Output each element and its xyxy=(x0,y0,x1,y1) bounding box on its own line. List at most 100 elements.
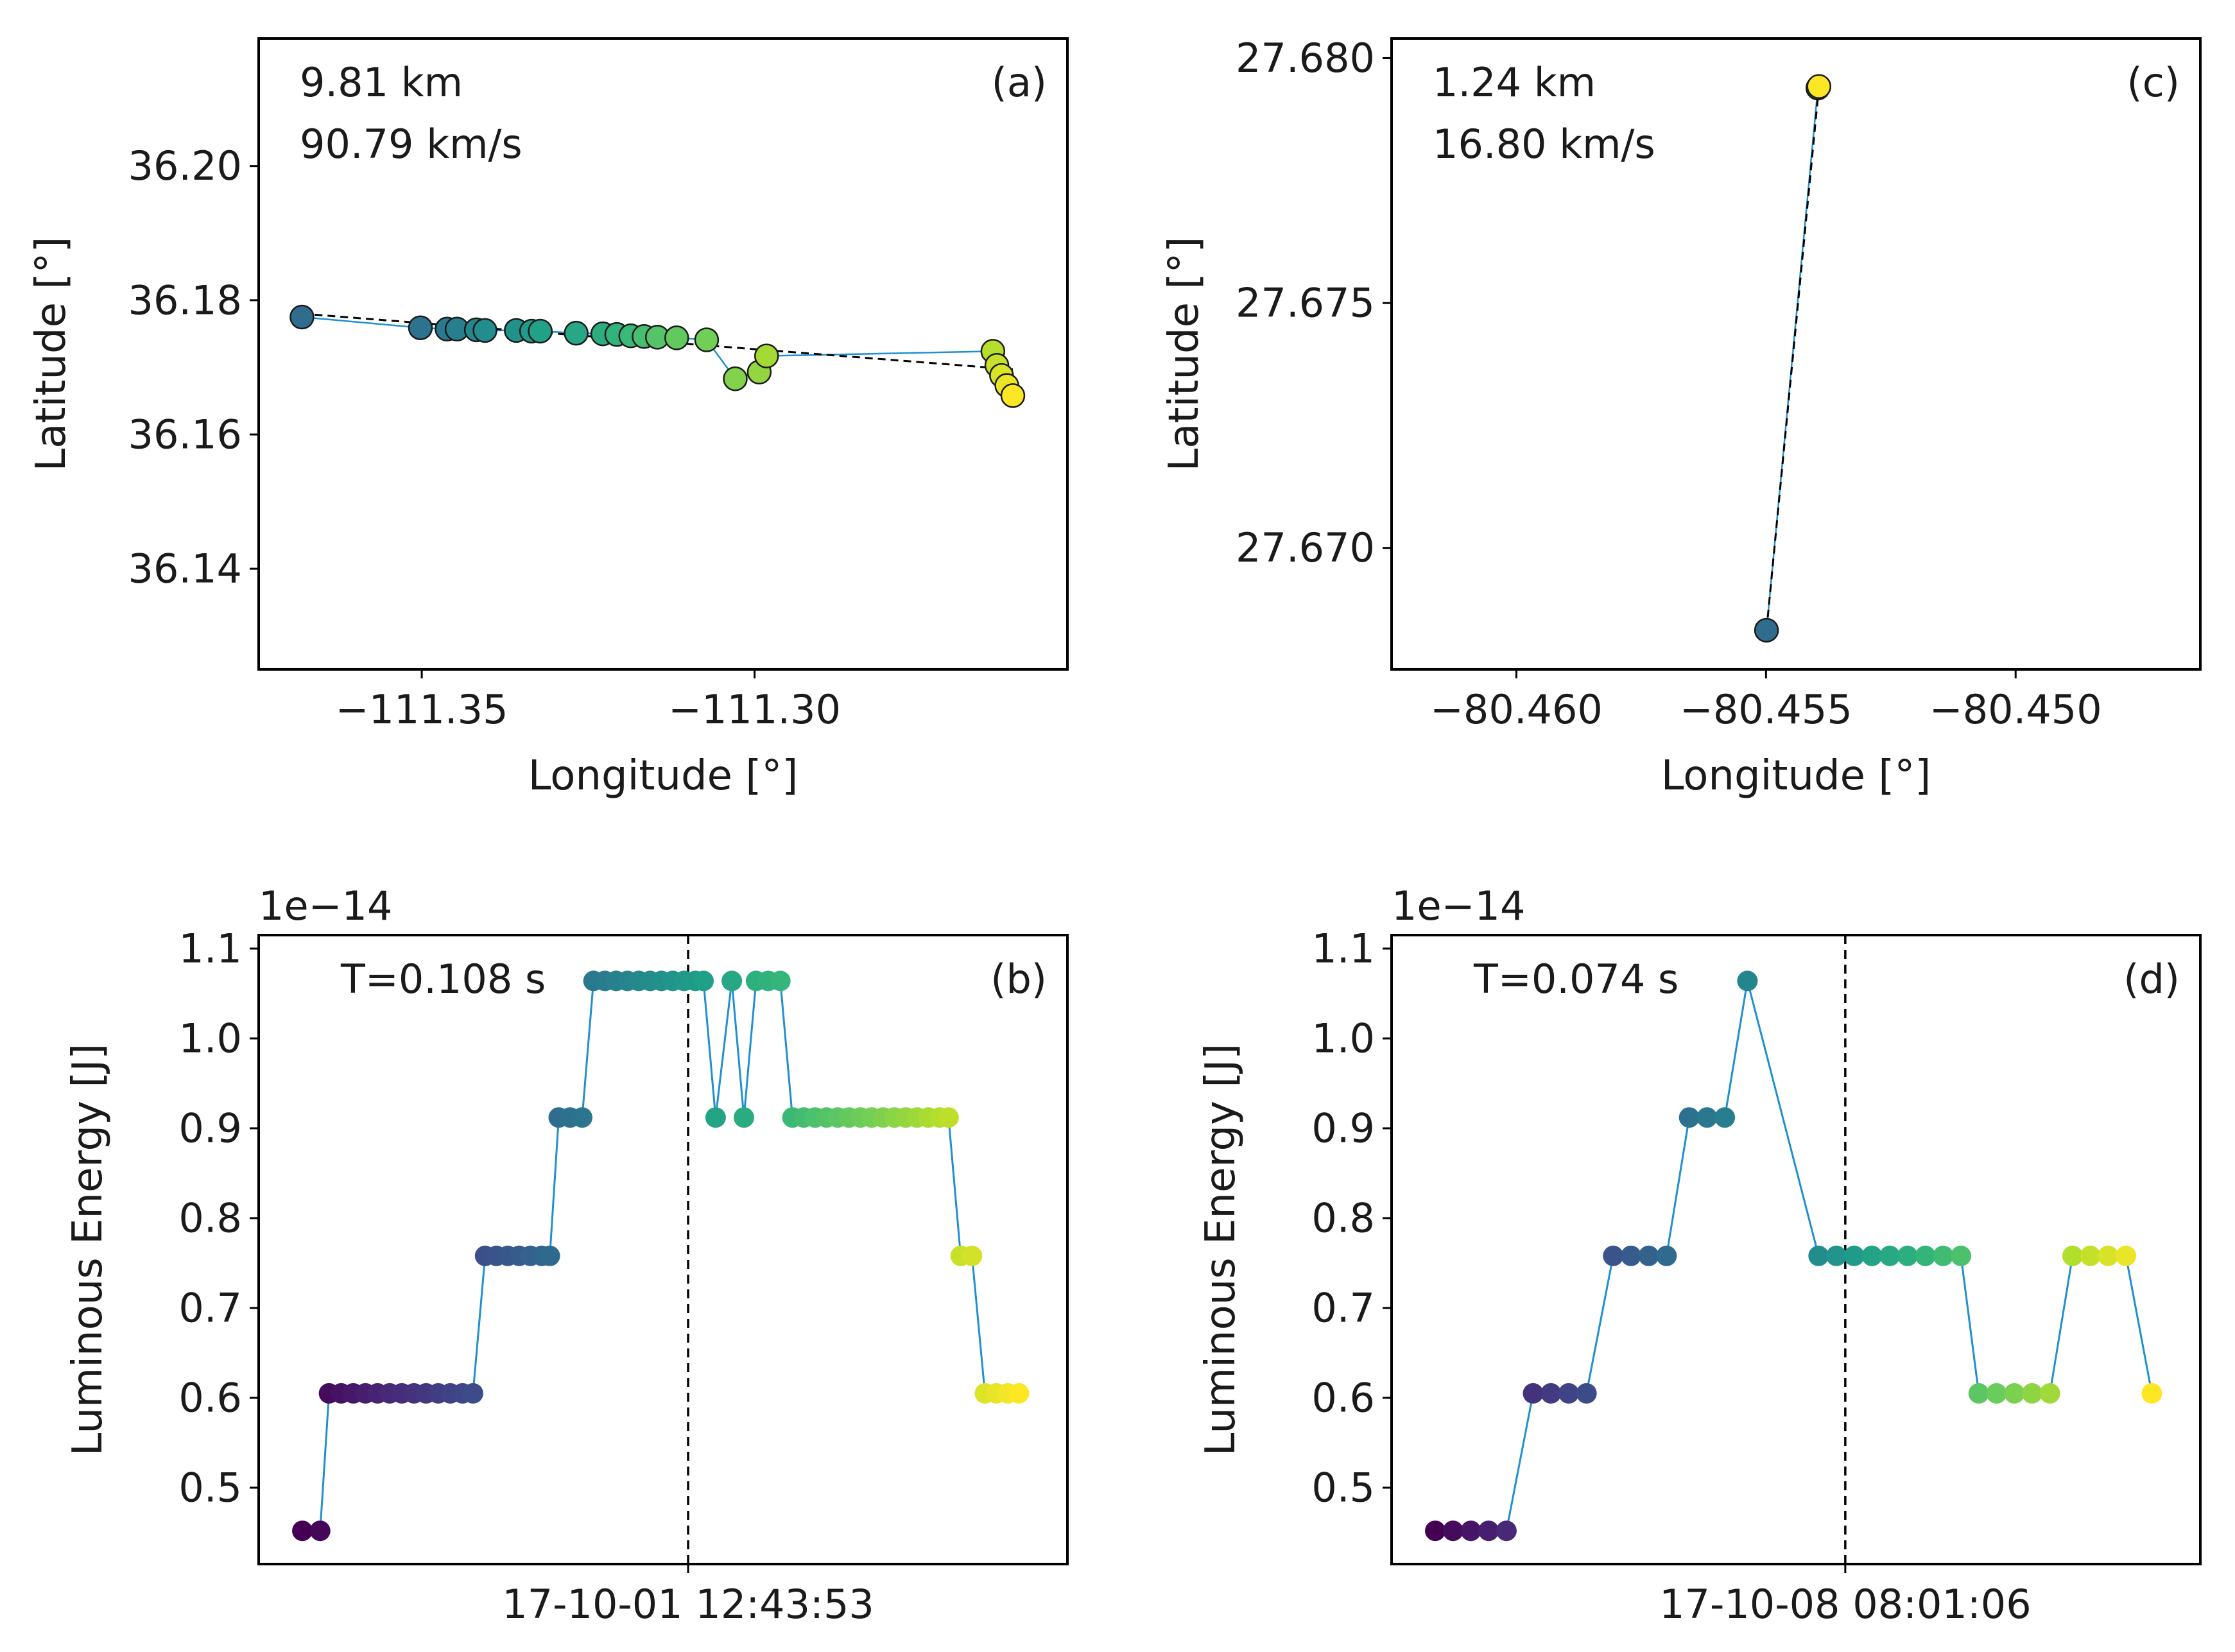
annotation: T=0.074 s xyxy=(1473,956,1678,1002)
data-point xyxy=(289,304,315,330)
y-tick-label: 1.0 xyxy=(1311,1015,1375,1062)
data-point xyxy=(2039,1383,2060,1404)
data-point xyxy=(472,318,497,343)
axes-frame xyxy=(1390,37,2202,671)
annotation: 16.80 km/s xyxy=(1433,121,1655,168)
data-point xyxy=(462,1383,483,1404)
data-point xyxy=(2116,1245,2137,1266)
annotation: 1.24 km xyxy=(1433,59,1596,106)
data-point xyxy=(2021,1383,2042,1404)
data-point xyxy=(1737,970,1758,992)
data-point xyxy=(1933,1245,1954,1266)
data-point xyxy=(1496,1520,1517,1542)
data-point xyxy=(1843,1245,1865,1266)
y-tick-label: 27.670 xyxy=(1236,524,1375,571)
panel-label: (c) xyxy=(2127,59,2180,106)
y-offset-label: 1e−14 xyxy=(1392,882,1525,929)
data-point xyxy=(1678,1107,1700,1128)
y-tick-label: 27.675 xyxy=(1236,280,1375,327)
y-axis-label: Latitude [°] xyxy=(1161,237,1208,472)
data-point xyxy=(1425,1520,1446,1542)
data-point xyxy=(754,343,779,368)
y-axis-label: Luminous Energy [J] xyxy=(1197,1044,1245,1456)
panel-d: 0.5 0.6 0.7 0.8 0.9 1.0 1.1 17-10-08 08:01:06 Lu… xyxy=(1197,882,2202,1628)
data-point xyxy=(1754,617,1779,643)
data-point xyxy=(1808,1245,1829,1266)
x-tick-label: 17-10-08 08:01:06 xyxy=(1659,1581,2032,1628)
panel-label: (d) xyxy=(2123,956,2180,1002)
data-point xyxy=(2098,1245,2119,1266)
y-tick-label: 36.18 xyxy=(128,277,243,323)
data-point xyxy=(1523,1383,1544,1404)
data-point xyxy=(962,1245,983,1266)
axes-frame xyxy=(1390,934,2202,1565)
data-point xyxy=(705,1107,726,1128)
x-axis-label: Longitude [°] xyxy=(1661,752,1931,800)
data-point xyxy=(564,320,589,346)
data-point xyxy=(721,970,743,992)
data-point xyxy=(1478,1520,1499,1542)
panel-label: (b) xyxy=(990,956,1047,1002)
y-tick-label: 1.0 xyxy=(178,1015,242,1062)
panel-b: 0.5 0.6 0.7 0.8 0.9 1.0 1.1 17-10-01 12:43:53 Lu… xyxy=(64,882,1069,1628)
data-point xyxy=(1442,1520,1463,1542)
data-point xyxy=(1576,1383,1597,1404)
data-point xyxy=(1638,1245,1659,1266)
y-offset-label: 1e−14 xyxy=(259,882,392,929)
data-point xyxy=(1460,1520,1481,1542)
panel-c: 27.670 27.675 27.680 −80.460 −80.455 −80.450 L… xyxy=(1161,35,2202,800)
y-tick-label: 0.7 xyxy=(1311,1285,1375,1332)
data-point xyxy=(292,1520,313,1542)
y-tick-label: 36.14 xyxy=(128,546,243,592)
data-point xyxy=(1558,1383,1579,1404)
data-point xyxy=(1620,1245,1641,1266)
data-point xyxy=(309,1520,331,1542)
y-tick-label: 0.9 xyxy=(1311,1105,1375,1152)
data-point xyxy=(1968,1383,1989,1404)
x-tick-label: −111.30 xyxy=(668,686,841,733)
data-point xyxy=(1826,1245,1847,1266)
data-point xyxy=(1897,1245,1918,1266)
axes-frame xyxy=(257,37,1069,671)
x-tick-label: −80.455 xyxy=(1680,686,1852,733)
x-tick-label: −111.35 xyxy=(336,686,508,733)
y-tick-label: 0.5 xyxy=(178,1465,242,1511)
data-point xyxy=(2080,1245,2101,1266)
annotation: T=0.108 s xyxy=(340,956,546,1002)
y-tick-label: 36.16 xyxy=(128,411,243,458)
data-point xyxy=(2141,1383,2162,1404)
data-point xyxy=(770,970,791,992)
y-tick-label: 0.6 xyxy=(178,1375,242,1422)
data-point xyxy=(1986,1383,2007,1404)
data-point xyxy=(1915,1245,1936,1266)
data-point xyxy=(723,366,748,391)
data-point xyxy=(693,970,714,992)
data-point xyxy=(664,325,689,350)
data-point xyxy=(408,315,433,340)
x-tick-label: −80.450 xyxy=(1929,686,2102,733)
y-axis-label: Luminous Energy [J] xyxy=(64,1044,112,1456)
data-point xyxy=(2004,1383,2025,1404)
x-axis-label: Longitude [°] xyxy=(528,752,798,800)
annotation: 90.79 km/s xyxy=(300,121,522,168)
data-point xyxy=(1603,1245,1624,1266)
data-point xyxy=(572,1107,592,1128)
y-tick-label: 1.1 xyxy=(178,925,242,972)
data-point xyxy=(1656,1245,1677,1266)
data-point xyxy=(1696,1107,1718,1128)
y-tick-label: 0.7 xyxy=(178,1285,242,1332)
data-point xyxy=(1806,74,1832,99)
y-axis-label: Latitude [°] xyxy=(28,237,75,472)
data-point xyxy=(734,1107,754,1128)
x-tick-label: 17-10-01 12:43:53 xyxy=(502,1581,874,1628)
y-tick-label: 0.8 xyxy=(178,1195,242,1242)
data-point xyxy=(1951,1245,1972,1266)
y-tick-label: 0.6 xyxy=(1311,1375,1375,1422)
y-tick-label: 1.1 xyxy=(1311,925,1375,972)
data-point xyxy=(2062,1245,2083,1266)
data-point xyxy=(1879,1245,1901,1266)
x-tick-label: −80.460 xyxy=(1430,686,1603,733)
data-point xyxy=(938,1107,959,1128)
panel-a: 36.14 36.16 36.18 36.20 −111.35 −111.30 Longit… xyxy=(28,37,1069,800)
